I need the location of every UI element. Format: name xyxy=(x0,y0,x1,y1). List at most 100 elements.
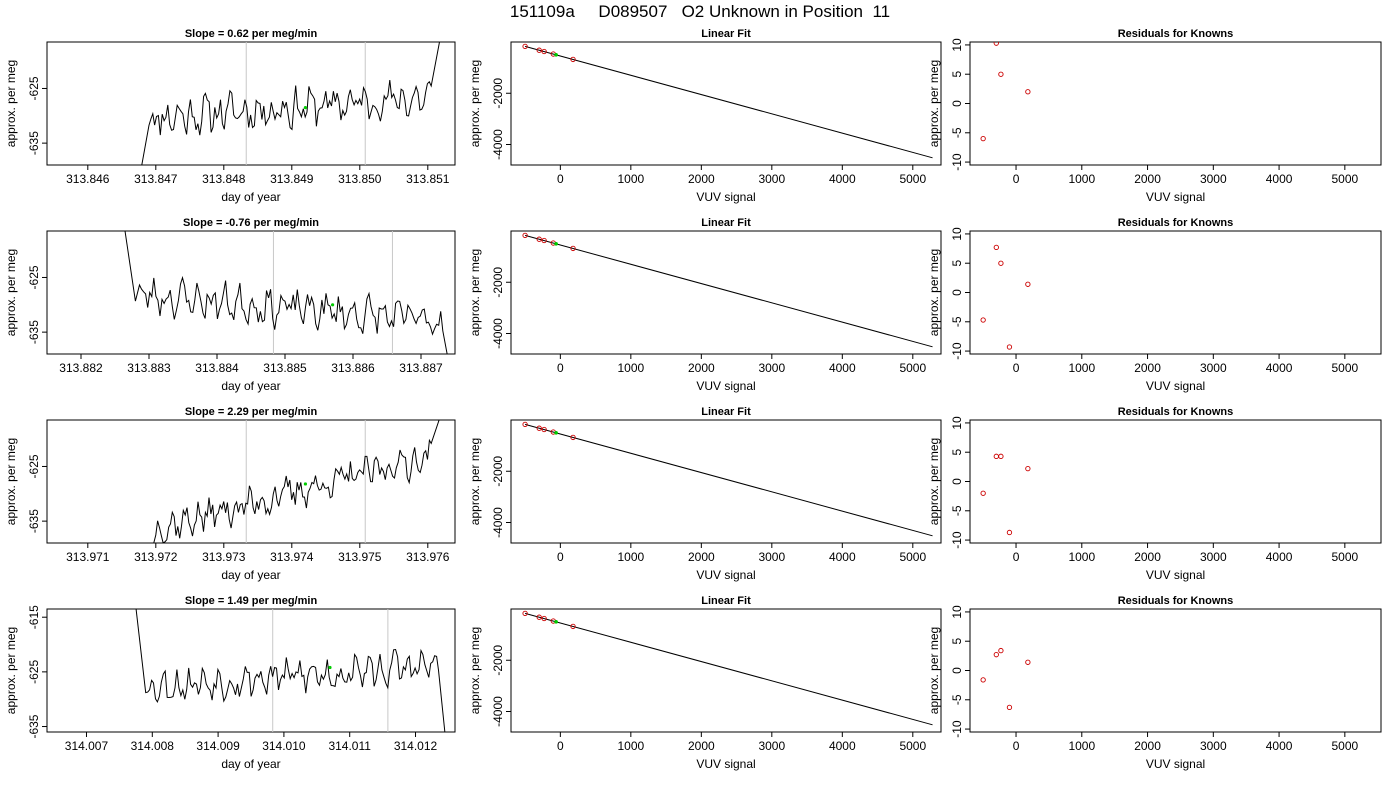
x-tick-label: 313.884 xyxy=(195,361,239,375)
y-tick-label: 0 xyxy=(950,667,964,674)
x-tick-label: 2000 xyxy=(688,739,715,753)
panel-fit-1: Linear Fit 0 1000 2000 3000 4000 5000 -2000 -400… xyxy=(468,28,942,204)
fit-line xyxy=(524,234,933,348)
residual-point xyxy=(998,647,1004,654)
fit-line xyxy=(524,423,933,537)
x-tick-label: 3000 xyxy=(758,172,785,186)
x-tick-label: 3000 xyxy=(758,739,785,753)
known-standard-point xyxy=(536,425,542,431)
residual-point xyxy=(1006,529,1013,536)
x-axis-label: VUV signal xyxy=(1146,568,1205,582)
x-tick-label: 314.011 xyxy=(328,739,371,753)
y-tick-label: -2000 xyxy=(491,645,505,676)
signal-trace xyxy=(124,231,448,354)
x-tick-label: 3000 xyxy=(1200,550,1227,564)
x-axis-label: VUV signal xyxy=(1146,757,1205,771)
x-tick-label: 1000 xyxy=(1068,361,1095,375)
x-tick-label: 5000 xyxy=(899,739,926,753)
y-tick-label: -635 xyxy=(27,714,41,738)
plot-area xyxy=(522,43,933,159)
x-tick-label: 313.847 xyxy=(134,172,178,186)
y-tick-label: 10 xyxy=(950,38,964,52)
panel-title: Linear Fit xyxy=(701,595,751,607)
y-tick-label: -10 xyxy=(950,153,964,171)
plot-frame xyxy=(46,41,456,166)
x-tick-label: 4000 xyxy=(1266,172,1293,186)
x-tick-label: 1000 xyxy=(617,361,644,375)
known-standard-point xyxy=(541,237,547,244)
residual-point xyxy=(998,71,1004,77)
x-tick-label: 1000 xyxy=(1068,550,1095,564)
unknown-point xyxy=(554,620,558,624)
y-tick-label: -625 xyxy=(27,660,41,684)
x-axis-label: VUV signal xyxy=(1146,379,1205,393)
y-tick-label: -10 xyxy=(950,720,964,738)
x-tick-label: 313.883 xyxy=(127,361,171,375)
panel-fit-3: Linear Fit 0 1000 2000 3000 4000 5000 -2000 -400… xyxy=(468,406,942,582)
x-tick-label: 2000 xyxy=(688,361,715,375)
panel-timeseries-4: Slope = 1.49 per meg/min 314.007 314.008 31… xyxy=(4,595,456,771)
x-tick-label: 3000 xyxy=(1200,361,1227,375)
y-tick-label: -625 xyxy=(27,454,41,478)
residual-point xyxy=(993,42,999,46)
y-tick-label: 10 xyxy=(950,227,964,241)
y-axis-label: approx. per meg xyxy=(4,60,18,147)
x-tick-label: 0 xyxy=(557,550,564,564)
x-tick-label: 4000 xyxy=(829,361,856,375)
known-standard-point xyxy=(570,56,576,63)
residual-point xyxy=(1025,89,1031,95)
y-tick-label: -5 xyxy=(950,505,964,516)
x-axis-label: VUV signal xyxy=(696,190,755,204)
x-tick-label: 4000 xyxy=(829,172,856,186)
x-tick-label: 313.974 xyxy=(270,550,314,564)
plot-area xyxy=(980,453,1031,536)
page-title: 151109a D089507 O2 Unknown in Position 1… xyxy=(509,2,891,21)
panel-title: Slope = 2.29 per meg/min xyxy=(185,406,318,418)
x-tick-label: 313.975 xyxy=(338,550,382,564)
y-axis-label: approx. per meg xyxy=(927,438,941,525)
y-tick-label: 0 xyxy=(950,289,964,296)
y-tick-label: -4000 xyxy=(491,318,505,349)
fit-line xyxy=(524,612,933,726)
x-tick-label: 313.971 xyxy=(66,550,110,564)
x-tick-label: 2000 xyxy=(1134,739,1161,753)
x-tick-label: 313.886 xyxy=(331,361,375,375)
x-tick-label: 313.973 xyxy=(202,550,246,564)
known-standard-point xyxy=(522,421,528,428)
residual-point xyxy=(980,490,986,496)
x-tick-label: 0 xyxy=(557,739,564,753)
y-tick-label: 5 xyxy=(950,71,964,78)
x-axis-label: VUV signal xyxy=(696,568,755,582)
residual-point xyxy=(980,317,986,323)
x-axis-label: day of year xyxy=(221,379,280,393)
y-axis-label: approx. per meg xyxy=(468,249,482,336)
x-tick-label: 4000 xyxy=(1266,361,1293,375)
x-tick-label: 2000 xyxy=(688,550,715,564)
x-tick-label: 313.848 xyxy=(202,172,246,186)
fit-line xyxy=(524,45,933,159)
x-tick-label: 2000 xyxy=(688,172,715,186)
plot-frame xyxy=(510,230,942,355)
y-tick-label: -5 xyxy=(950,316,964,327)
signal-trace xyxy=(135,609,446,732)
plot-area xyxy=(141,42,441,165)
x-tick-label: 5000 xyxy=(899,172,926,186)
plot-area xyxy=(980,647,1031,711)
residual-point xyxy=(1025,659,1031,665)
panel-title: Linear Fit xyxy=(701,28,751,40)
x-tick-label: 0 xyxy=(1013,172,1020,186)
x-tick-label: 3000 xyxy=(1200,739,1227,753)
x-tick-label: 3000 xyxy=(1200,172,1227,186)
panel-title: Linear Fit xyxy=(701,217,751,229)
y-tick-label: 0 xyxy=(950,478,964,485)
panel-title: Linear Fit xyxy=(701,406,751,418)
y-axis-label: approx. per meg xyxy=(927,627,941,714)
known-standard-point xyxy=(570,245,576,252)
y-tick-label: -635 xyxy=(27,509,41,533)
known-standard-point xyxy=(541,48,547,55)
x-tick-label: 314.008 xyxy=(131,739,175,753)
x-tick-label: 2000 xyxy=(1134,550,1161,564)
unknown-mean-point xyxy=(328,665,332,670)
plot-frame xyxy=(46,608,456,733)
